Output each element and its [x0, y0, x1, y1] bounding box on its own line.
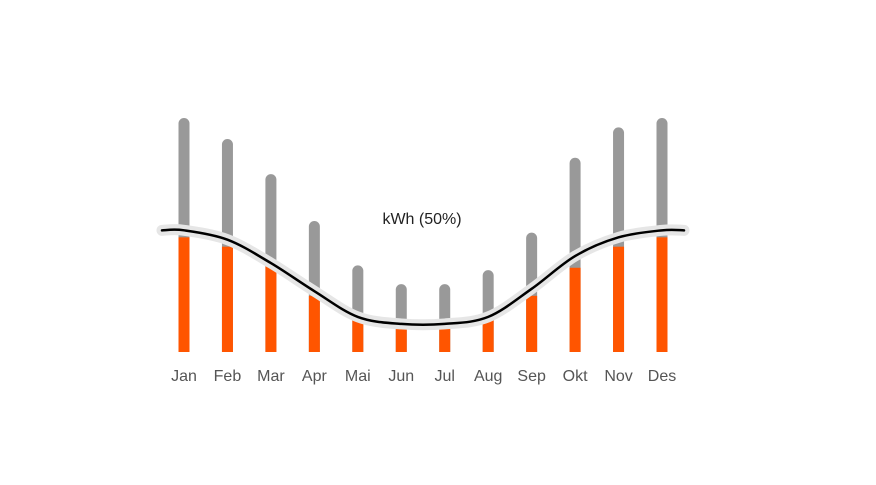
month-label-des: Des	[648, 368, 676, 385]
bar-part-mai	[352, 314, 364, 352]
bar-part-aug	[482, 316, 494, 352]
month-label-jul: Jul	[435, 368, 455, 385]
bar-part-okt	[569, 267, 581, 352]
month-label-mar: Mar	[257, 368, 285, 385]
bar-part-des	[656, 237, 668, 352]
curve-group	[156, 224, 690, 331]
month-label-jan: Jan	[171, 368, 197, 385]
month-label-apr: Apr	[302, 368, 328, 385]
bar-part-jun	[395, 326, 407, 352]
bar-part-apr	[308, 295, 320, 352]
curve-line	[160, 228, 686, 327]
month-label-aug: Aug	[474, 368, 502, 385]
month-label-jun: Jun	[388, 368, 414, 385]
curve-halo	[156, 224, 690, 331]
bar-part-sep	[526, 295, 538, 352]
month-label-okt: Okt	[563, 368, 588, 385]
bar-part-nov	[613, 246, 625, 352]
month-label-feb: Feb	[214, 368, 242, 385]
month-labels-group: Jan Feb Mar Apr Mai Jun Jul Aug Sep Okt Nov Des	[171, 368, 676, 385]
bar-part-mar	[265, 265, 277, 352]
bar-part-feb	[221, 246, 233, 352]
bars-group	[178, 118, 668, 352]
bar-part-jul	[439, 326, 451, 352]
month-label-nov: Nov	[604, 368, 632, 385]
bar-part-jan	[178, 237, 190, 352]
annotation-label: kWh (50%)	[382, 211, 461, 228]
month-label-mai: Mai	[345, 368, 371, 385]
month-label-sep: Sep	[517, 368, 546, 385]
